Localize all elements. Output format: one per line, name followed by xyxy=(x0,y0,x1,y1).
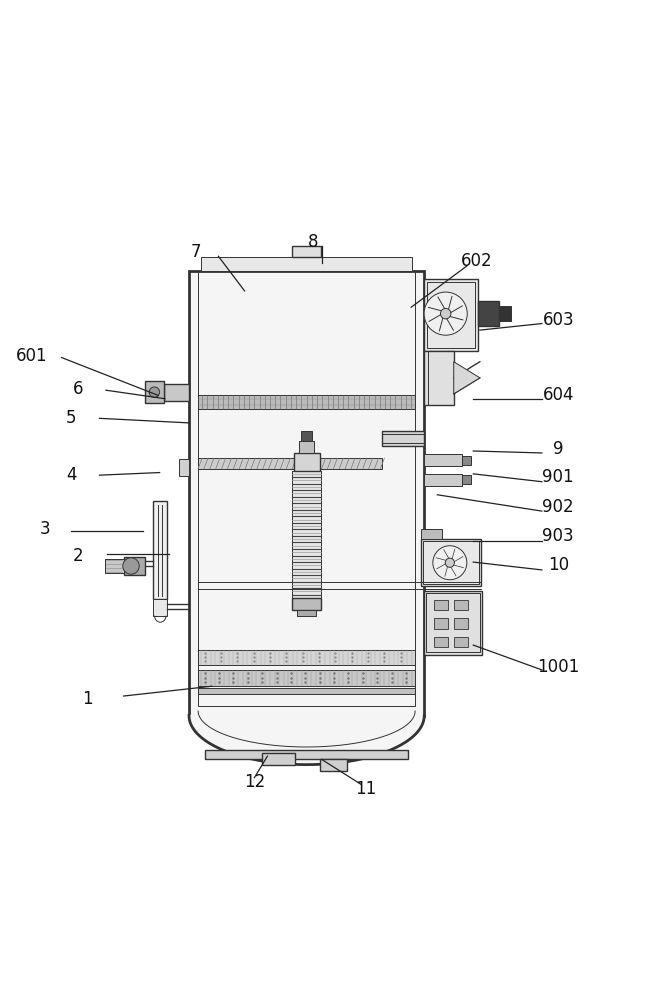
Text: 603: 603 xyxy=(542,311,574,329)
Circle shape xyxy=(123,558,139,574)
Bar xyxy=(179,459,189,476)
Bar xyxy=(423,541,479,584)
Text: 12: 12 xyxy=(244,773,265,791)
Text: 2: 2 xyxy=(72,547,83,565)
Text: 9: 9 xyxy=(553,440,563,458)
Bar xyxy=(297,610,316,616)
Bar xyxy=(478,301,499,326)
Text: 901: 901 xyxy=(542,468,574,486)
Bar xyxy=(198,670,415,686)
Bar xyxy=(424,591,482,655)
Circle shape xyxy=(433,546,467,580)
Text: 4: 4 xyxy=(66,466,76,484)
Bar xyxy=(499,306,511,321)
Circle shape xyxy=(149,387,159,397)
Bar xyxy=(424,474,462,486)
Bar xyxy=(293,453,320,471)
Bar xyxy=(453,618,468,629)
Bar xyxy=(164,384,189,401)
Circle shape xyxy=(440,308,451,319)
Text: 1001: 1001 xyxy=(537,658,579,676)
Text: 10: 10 xyxy=(548,556,569,574)
Text: 903: 903 xyxy=(542,527,574,545)
Text: 602: 602 xyxy=(461,252,492,270)
Bar xyxy=(198,395,415,409)
Circle shape xyxy=(445,558,455,567)
Bar xyxy=(424,454,462,466)
Bar xyxy=(198,688,415,694)
Bar xyxy=(421,539,481,586)
Text: 601: 601 xyxy=(16,347,48,365)
Bar xyxy=(153,501,167,599)
Bar xyxy=(206,750,408,759)
Bar xyxy=(424,279,478,351)
Bar xyxy=(292,246,321,257)
Bar xyxy=(144,381,164,403)
Text: 6: 6 xyxy=(72,380,83,398)
Bar xyxy=(453,600,468,610)
Bar xyxy=(198,650,415,665)
Bar xyxy=(105,559,124,573)
Bar xyxy=(421,529,442,539)
Bar xyxy=(424,351,453,405)
Bar xyxy=(198,458,382,469)
Bar xyxy=(462,456,471,465)
Bar xyxy=(434,600,448,610)
Text: 11: 11 xyxy=(355,780,376,798)
Bar xyxy=(124,557,144,575)
Bar xyxy=(153,599,167,616)
Text: 8: 8 xyxy=(308,233,318,251)
Text: 7: 7 xyxy=(190,243,201,261)
Text: 3: 3 xyxy=(40,520,51,538)
Polygon shape xyxy=(189,716,424,765)
Bar xyxy=(299,441,314,453)
Text: 1: 1 xyxy=(82,690,93,708)
Polygon shape xyxy=(453,362,480,394)
Text: 5: 5 xyxy=(66,409,76,427)
Bar xyxy=(292,598,321,610)
Text: 604: 604 xyxy=(542,386,574,404)
Bar xyxy=(382,431,424,446)
Circle shape xyxy=(424,292,467,335)
Bar xyxy=(382,434,424,443)
Bar xyxy=(453,637,468,647)
Bar xyxy=(301,431,312,441)
Bar xyxy=(201,257,413,271)
Bar xyxy=(434,637,448,647)
Text: 902: 902 xyxy=(542,498,574,516)
Bar xyxy=(189,271,424,716)
Bar xyxy=(426,593,480,652)
Bar xyxy=(427,282,475,348)
Bar xyxy=(320,759,347,771)
Bar xyxy=(462,475,471,484)
Bar xyxy=(292,471,321,598)
Bar xyxy=(262,753,295,765)
Bar xyxy=(198,271,415,706)
Bar xyxy=(434,618,448,629)
